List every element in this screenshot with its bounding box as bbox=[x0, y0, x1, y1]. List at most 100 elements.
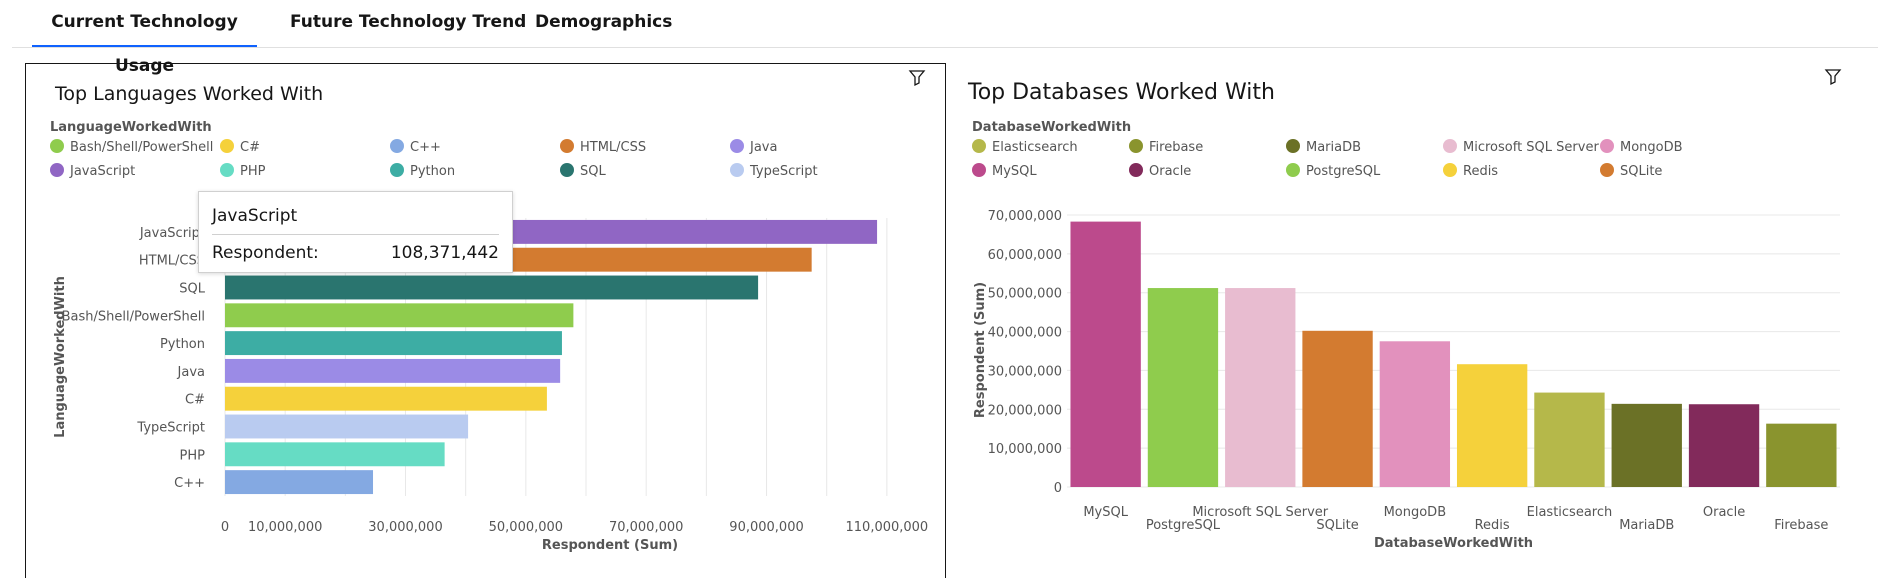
legend-swatch bbox=[1443, 139, 1457, 153]
databases-chart: Top Databases Worked With DatabaseWorkedW… bbox=[967, 69, 1842, 551]
legend-item: Elasticsearch bbox=[992, 140, 1078, 155]
tooltip-label: Respondent: bbox=[212, 243, 319, 263]
bar[interactable] bbox=[1688, 404, 1760, 487]
y-tick-label: 30,000,000 bbox=[988, 364, 1062, 379]
x-tick-label: MySQL bbox=[1083, 505, 1128, 520]
bar[interactable] bbox=[1302, 330, 1373, 487]
x-tick-label: 0 bbox=[221, 520, 229, 535]
x-tick-label: 10,000,000 bbox=[248, 520, 322, 535]
legend-item: Bash/Shell/PowerShell bbox=[70, 140, 213, 155]
x-tick-label: 70,000,000 bbox=[609, 520, 683, 535]
x-tick-label: MongoDB bbox=[1384, 505, 1447, 520]
legend-item: SQL bbox=[580, 164, 606, 179]
legend-swatch bbox=[1129, 139, 1143, 153]
chart-title: Top Languages Worked With bbox=[54, 83, 323, 105]
languages-chart-panel bbox=[25, 63, 946, 578]
legend-swatch bbox=[1600, 139, 1614, 153]
bar[interactable] bbox=[225, 442, 445, 467]
legend-swatch bbox=[220, 139, 234, 153]
legend-title: DatabaseWorkedWith bbox=[972, 120, 1131, 135]
bar[interactable] bbox=[1379, 341, 1451, 487]
languages-chart: Top Languages Worked With LanguageWorkedW… bbox=[50, 70, 929, 553]
x-tick-label: MariaDB bbox=[1619, 518, 1674, 533]
legend-swatch bbox=[730, 163, 744, 177]
y-tick-label: C# bbox=[185, 393, 205, 408]
bar[interactable] bbox=[225, 358, 561, 383]
legend-item: C++ bbox=[410, 140, 441, 155]
tab-current-technology-usage[interactable]: Current Technology Usage bbox=[32, 0, 257, 76]
x-tick-label: SQLite bbox=[1316, 518, 1358, 533]
y-axis-label: LanguageWorkedWith bbox=[53, 276, 68, 438]
legend-swatch bbox=[50, 139, 64, 153]
tab-future-technology-trend[interactable]: Future Technology Trend bbox=[290, 12, 527, 32]
legend-swatch bbox=[50, 163, 64, 177]
bar[interactable] bbox=[1456, 364, 1528, 487]
x-tick-label: Microsoft SQL Server bbox=[1192, 505, 1328, 520]
legend-item: Redis bbox=[1463, 164, 1498, 179]
legend-swatch bbox=[560, 163, 574, 177]
bar[interactable] bbox=[225, 303, 574, 328]
tooltip-title: JavaScript bbox=[212, 206, 298, 226]
legend-swatch bbox=[1129, 163, 1143, 177]
y-tick-label: 10,000,000 bbox=[988, 442, 1062, 457]
y-tick-label: Bash/Shell/PowerShell bbox=[62, 309, 205, 324]
legend-item: JavaScript bbox=[69, 164, 135, 179]
y-axis-label: Respondent (Sum) bbox=[973, 282, 988, 418]
legend-swatch bbox=[1286, 139, 1300, 153]
chart-tooltip: JavaScript Respondent: 108,371,442 bbox=[198, 191, 513, 273]
bar[interactable] bbox=[1147, 288, 1219, 487]
bar[interactable] bbox=[1766, 423, 1837, 487]
legend-item: MongoDB bbox=[1620, 140, 1683, 155]
y-tick-label: 50,000,000 bbox=[988, 287, 1062, 302]
y-tick-label: 60,000,000 bbox=[988, 248, 1062, 263]
x-tick-label: Firebase bbox=[1774, 518, 1828, 533]
legend-title: LanguageWorkedWith bbox=[50, 120, 212, 135]
legend-swatch bbox=[1600, 163, 1614, 177]
tooltip-divider bbox=[212, 234, 499, 235]
y-tick-label: 0 bbox=[1054, 481, 1062, 496]
bar[interactable] bbox=[225, 414, 469, 439]
filter-icon[interactable] bbox=[908, 70, 926, 87]
y-tick-label: SQL bbox=[179, 282, 205, 297]
legend-item: MySQL bbox=[992, 164, 1037, 179]
bar[interactable] bbox=[1225, 288, 1296, 487]
y-tick-label: 20,000,000 bbox=[988, 403, 1062, 418]
legend-item: MariaDB bbox=[1306, 140, 1361, 155]
bar[interactable] bbox=[225, 470, 374, 495]
legend-item: Microsoft SQL Server bbox=[1463, 140, 1599, 155]
legend-swatch bbox=[730, 139, 744, 153]
legend-swatch bbox=[1443, 163, 1457, 177]
legend-item: Firebase bbox=[1149, 140, 1203, 155]
legend-item: PostgreSQL bbox=[1306, 164, 1381, 179]
bar[interactable] bbox=[1611, 403, 1682, 487]
y-tick-label: HTML/CSS bbox=[139, 254, 205, 269]
x-tick-label: Oracle bbox=[1703, 505, 1745, 520]
x-tick-label: PostgreSQL bbox=[1146, 518, 1221, 533]
bar[interactable] bbox=[1534, 392, 1605, 487]
legend-swatch bbox=[390, 139, 404, 153]
bar[interactable] bbox=[225, 275, 759, 300]
bar[interactable] bbox=[225, 386, 547, 411]
y-tick-label: JavaScript bbox=[139, 226, 205, 241]
x-tick-label: Elasticsearch bbox=[1527, 505, 1613, 520]
bar[interactable] bbox=[1070, 221, 1141, 487]
x-tick-label: 30,000,000 bbox=[368, 520, 442, 535]
legend-swatch bbox=[390, 163, 404, 177]
x-axis-label: DatabaseWorkedWith bbox=[1374, 536, 1533, 551]
x-tick-label: 50,000,000 bbox=[489, 520, 563, 535]
tooltip-value: 108,371,442 bbox=[390, 243, 499, 263]
y-tick-label: C++ bbox=[174, 476, 205, 491]
legend-item: Python bbox=[410, 164, 455, 179]
y-tick-label: Java bbox=[177, 365, 205, 380]
bar[interactable] bbox=[225, 331, 562, 356]
legend-item: TypeScript bbox=[749, 164, 818, 179]
legend-swatch bbox=[1286, 163, 1300, 177]
legend-swatch bbox=[972, 163, 986, 177]
y-tick-label: PHP bbox=[180, 448, 206, 463]
filter-icon[interactable] bbox=[1824, 69, 1842, 86]
x-tick-label: 110,000,000 bbox=[846, 520, 929, 535]
x-axis-label: Respondent (Sum) bbox=[542, 538, 678, 553]
tab-bar: Current Technology Usage Future Technolo… bbox=[12, 0, 1878, 76]
tab-demographics[interactable]: Demographics bbox=[535, 12, 673, 32]
chart-title: Top Databases Worked With bbox=[967, 80, 1275, 105]
